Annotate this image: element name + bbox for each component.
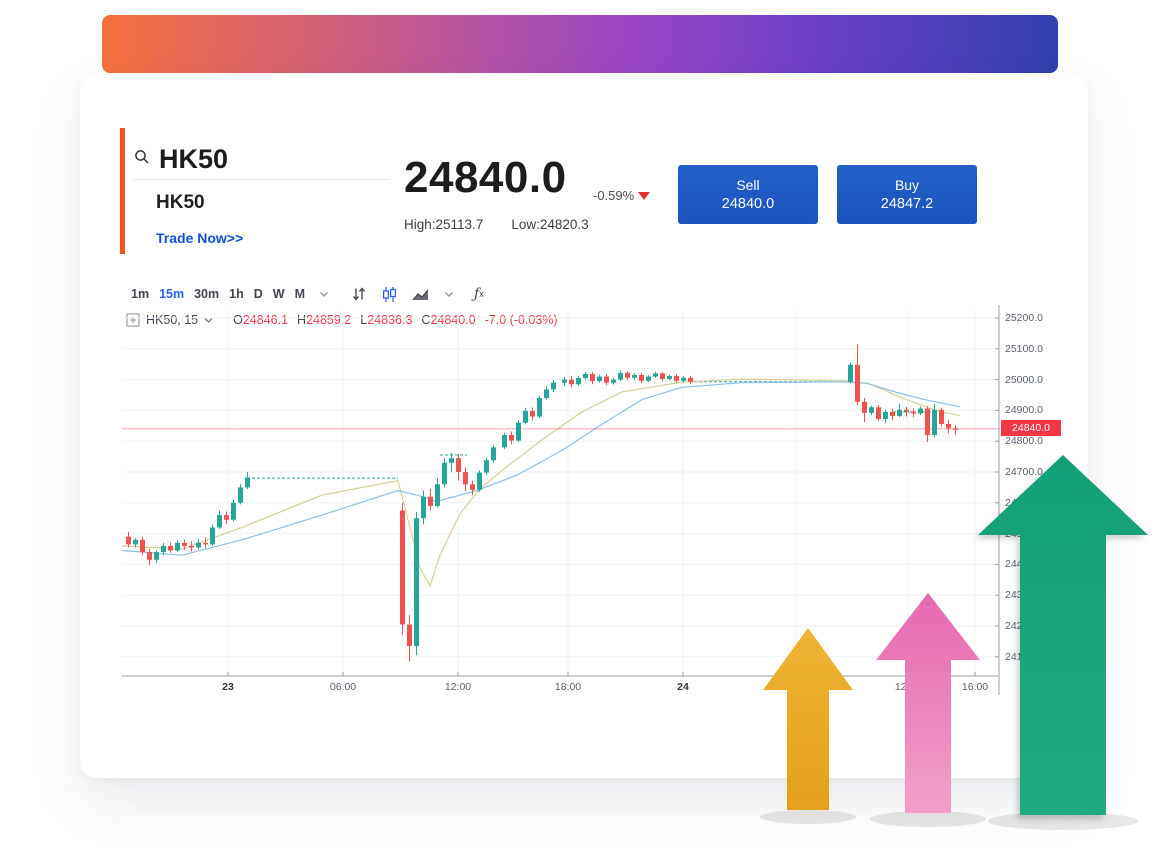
x-axis-label: 18:00 xyxy=(554,681,582,693)
buy-button[interactable]: Buy 24847.2 xyxy=(837,165,977,224)
timeframe-1h[interactable]: 1h xyxy=(229,287,244,301)
y-axis-label: 24400.0 xyxy=(1005,558,1043,571)
legend-high: 24859.2 xyxy=(306,313,352,327)
search-divider xyxy=(133,179,390,180)
bar-change-sort-icon[interactable] xyxy=(346,286,372,302)
timeframe-group: 1m 15m 30m 1h D W M xyxy=(126,285,310,303)
y-axis-label: 24800.0 xyxy=(1005,435,1043,448)
day-high: High:25113.7 xyxy=(404,217,484,232)
high-low-row: High:25113.7 Low:24820.3 xyxy=(404,217,589,232)
y-axis-label: 25000.0 xyxy=(1005,373,1043,386)
y-axis-label: 24100.0 xyxy=(1005,650,1043,663)
sell-button[interactable]: Sell 24840.0 xyxy=(678,165,818,224)
search-icon xyxy=(134,149,150,170)
price-change: -0.59% xyxy=(593,188,651,203)
y-axis-label: 25200.0 xyxy=(1005,312,1043,324)
last-price-axis-badge: 24840.0 xyxy=(1001,420,1061,436)
x-axis-label: 16:00 xyxy=(961,681,989,693)
candlestick-style-icon[interactable] xyxy=(376,286,403,303)
indicators-icon[interactable] xyxy=(407,287,435,302)
x-axis-label: 12:00 xyxy=(444,681,472,693)
down-triangle-icon xyxy=(638,191,651,200)
buy-price: 24847.2 xyxy=(880,196,934,212)
y-axis-label: 25100.0 xyxy=(1005,342,1043,355)
orange-accent-bar xyxy=(120,128,125,254)
sell-price: 24840.0 xyxy=(721,196,775,212)
y-axis-label: 24600.0 xyxy=(1005,496,1043,509)
legend-change: -7.0 (-0.03%) xyxy=(484,313,558,327)
legend-symbol[interactable]: HK50, 15 xyxy=(146,313,199,327)
y-axis-label: 24300.0 xyxy=(1005,589,1043,602)
timeframe-M[interactable]: M xyxy=(294,287,305,301)
x-axis-label: 23 xyxy=(222,681,234,693)
arrow-shadow xyxy=(988,812,1138,830)
y-axis-label: 24900.0 xyxy=(1005,404,1043,417)
header-gradient-banner xyxy=(102,15,1058,73)
x-axis-label: 06:00 xyxy=(329,681,357,693)
timeframe-W[interactable]: W xyxy=(272,287,285,301)
sell-label: Sell xyxy=(736,177,760,193)
day-low: Low:24820.3 xyxy=(511,217,589,232)
y-axis-label: 24500.0 xyxy=(1005,527,1043,540)
trade-now-link[interactable]: Trade Now>> xyxy=(156,230,244,246)
x-axis-label: 06:00 xyxy=(782,681,810,693)
legend-low: 24836.3 xyxy=(367,313,413,327)
arrow-shadow xyxy=(760,810,856,824)
timeframe-1m[interactable]: 1m xyxy=(131,287,150,301)
change-percent: -0.59% xyxy=(593,188,635,203)
x-axis-label: 24 xyxy=(677,681,689,693)
timeframe-30m[interactable]: 30m xyxy=(194,287,220,301)
y-axis-label: 24700.0 xyxy=(1005,466,1043,478)
symbol-search-row xyxy=(134,140,394,178)
symbol-name: HK50 xyxy=(156,192,205,213)
y-axis-label: 24200.0 xyxy=(1005,620,1043,632)
chevron-down-icon[interactable] xyxy=(439,290,459,298)
chevron-down-icon[interactable] xyxy=(204,317,213,324)
candlestick-chart[interactable] xyxy=(122,305,1000,695)
timeframe-D[interactable]: D xyxy=(253,287,263,301)
chart-legend: HK50, 15 O24846.1 H24859.2 L24836.3 C248… xyxy=(126,311,558,329)
legend-open: 24846.1 xyxy=(242,313,289,327)
arrow-shadow xyxy=(870,811,986,827)
last-price: 24840.0 xyxy=(404,153,567,202)
buy-label: Buy xyxy=(894,177,920,193)
chevron-down-icon[interactable] xyxy=(314,290,334,298)
legend-close: 24840.0 xyxy=(430,313,476,327)
legend-ohlc: O24846.1 H24859.2 L24836.3 C24840.0 -7.0… xyxy=(233,313,558,327)
timeframe-15m[interactable]: 15m xyxy=(159,287,185,301)
search-input[interactable] xyxy=(159,143,359,175)
x-axis-label: 12:00 xyxy=(894,681,922,693)
